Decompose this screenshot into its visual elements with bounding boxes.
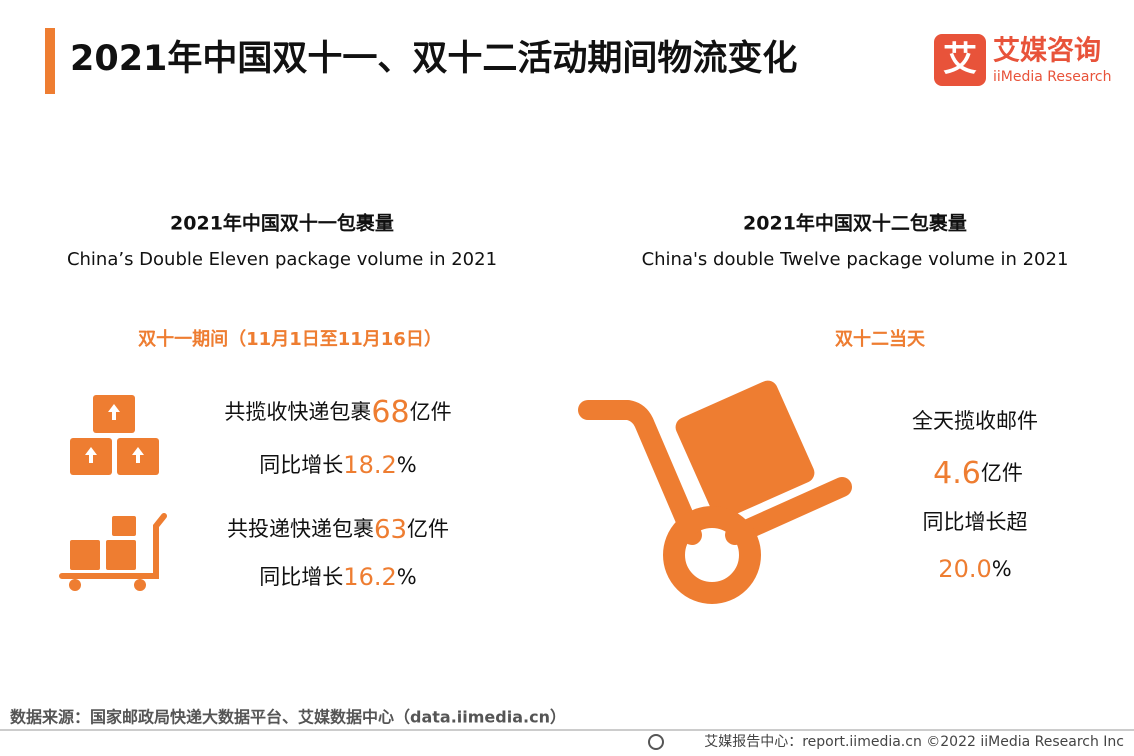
stat-line: 全天揽收邮件 [912,409,1038,433]
stat-line: 共揽收快递包裹68亿件 [224,395,451,430]
hand-truck-icon [578,380,852,604]
left-subtitle: China’s Double Eleven package volume in … [67,249,497,270]
stat-line: 共投递快递包裹63亿件 [227,515,449,545]
logo-name: 艾媒咨询 [993,35,1101,67]
cart-icon [59,513,167,591]
logo-mark: 艾 [943,40,977,80]
left-period: 双十一期间（11月1日至11月16日） [138,328,442,350]
left-title: 2021年中国双十一包裹量 [170,212,394,235]
page-title: 2021年中国双十一、双十二活动期间物流变化 [70,39,797,79]
right-title: 2021年中国双十二包裹量 [743,212,967,235]
stat-line: 同比增长16.2% [259,563,416,591]
source-note: 数据来源：国家邮政局快递大数据平台、艾媒数据中心（data.iimedia.cn… [10,708,566,727]
right-subtitle: China's double Twelve package volume in … [642,249,1069,270]
logo-icon [934,34,986,86]
boxes-icon [70,395,159,475]
right-period: 双十二当天 [835,328,926,350]
title-bar [45,28,55,94]
stat-line: 同比增长超 [923,510,1028,534]
stat-line: 20.0% [938,555,1011,583]
stat-line: 4.6亿件 [933,456,1023,491]
stat-line: 同比增长18.2% [259,451,416,479]
globe-icon [648,734,664,750]
footer-credit: 艾媒报告中心：report.iimedia.cn ©2022 iiMedia R… [704,734,1124,750]
logo-sub: iiMedia Research [993,69,1112,85]
